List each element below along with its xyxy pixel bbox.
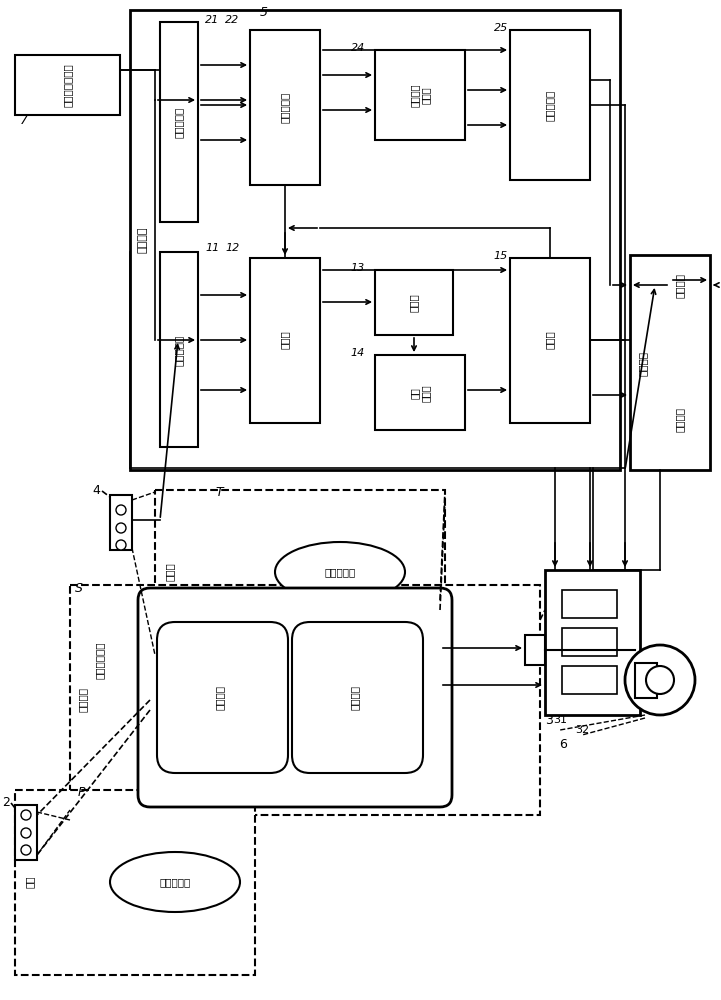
- Text: 操作指示: 操作指示: [675, 408, 685, 432]
- Text: 12: 12: [225, 243, 239, 253]
- Bar: [15, 805, 37, 860]
- Text: 初始
登記部: 初始 登記部: [410, 384, 431, 402]
- Ellipse shape: [110, 852, 240, 912]
- Text: 意思传達: 意思传達: [350, 684, 360, 710]
- Bar: [250, 30, 320, 185]
- Text: 24: 24: [350, 43, 365, 53]
- Circle shape: [116, 505, 126, 515]
- Bar: [510, 258, 590, 423]
- Text: 15: 15: [494, 251, 508, 261]
- Text: 輸入部: 輸入部: [280, 331, 290, 349]
- Bar: [178, 18, 610, 228]
- FancyBboxPatch shape: [292, 622, 423, 773]
- Text: 拣選設備: 拣選設備: [638, 351, 648, 375]
- Circle shape: [21, 845, 31, 855]
- Bar: [110, 495, 132, 550]
- Bar: [250, 258, 320, 423]
- Text: 13: 13: [350, 263, 365, 273]
- Text: 状態輸入部: 状態輸入部: [280, 91, 290, 123]
- Bar: [15, 790, 255, 975]
- Text: 31: 31: [553, 715, 567, 725]
- Circle shape: [21, 810, 31, 820]
- Text: P: P: [78, 786, 86, 800]
- Text: 校正部: 校正部: [409, 294, 419, 312]
- Text: 2: 2: [2, 796, 10, 808]
- Bar: [635, 663, 657, 698]
- Text: 托板: 托板: [25, 876, 35, 888]
- Bar: [70, 585, 540, 815]
- Text: 3: 3: [545, 714, 553, 726]
- Bar: [630, 255, 710, 470]
- Text: 6: 6: [559, 738, 567, 752]
- Text: 11: 11: [205, 243, 219, 253]
- Bar: [160, 252, 198, 447]
- Ellipse shape: [275, 542, 405, 602]
- Circle shape: [625, 645, 695, 715]
- Circle shape: [116, 523, 126, 533]
- Text: 4: 4: [92, 484, 100, 496]
- Text: 25: 25: [494, 23, 508, 33]
- Bar: [562, 590, 617, 618]
- Text: 操作空間: 操作空間: [78, 688, 88, 712]
- Text: 判断部: 判断部: [545, 331, 555, 349]
- Text: 状態判断部: 状態判断部: [545, 89, 555, 121]
- Bar: [545, 570, 640, 715]
- Text: 預置台: 預置台: [165, 563, 175, 581]
- Text: 7: 7: [20, 113, 28, 126]
- Bar: [375, 355, 465, 430]
- Bar: [510, 30, 590, 180]
- Text: T: T: [215, 486, 223, 498]
- Bar: [562, 628, 617, 656]
- Bar: [555, 580, 630, 705]
- Text: 物品的状態: 物品的状態: [324, 567, 355, 577]
- Text: 14: 14: [350, 348, 365, 358]
- Text: 動作処理部: 動作処理部: [174, 334, 184, 366]
- Text: 状態初始
登記部: 状態初始 登記部: [410, 83, 431, 107]
- Bar: [155, 490, 445, 655]
- Circle shape: [646, 666, 674, 694]
- Text: 22: 22: [225, 15, 239, 25]
- FancyBboxPatch shape: [138, 588, 452, 807]
- Text: S: S: [75, 582, 83, 594]
- Circle shape: [116, 540, 126, 550]
- Text: 簡単操作: 簡単操作: [215, 684, 225, 710]
- Bar: [375, 50, 465, 140]
- Circle shape: [21, 828, 31, 838]
- FancyBboxPatch shape: [157, 622, 288, 773]
- Bar: [525, 635, 545, 665]
- Bar: [15, 55, 120, 115]
- Bar: [160, 22, 198, 222]
- Text: 21: 21: [205, 15, 219, 25]
- Bar: [130, 10, 620, 470]
- Text: 感息传達: 感息传達: [675, 272, 685, 298]
- Text: 操作者的動作: 操作者的動作: [95, 641, 105, 679]
- Bar: [375, 270, 453, 335]
- Text: 5: 5: [260, 6, 268, 19]
- Text: 状態処理部: 状態処理部: [174, 106, 184, 138]
- Text: 控制裝置: 控制裝置: [138, 227, 148, 253]
- Text: 32: 32: [575, 725, 589, 735]
- Text: 登記用按鈕開關: 登記用按鈕開關: [63, 63, 73, 107]
- Bar: [562, 666, 617, 694]
- Bar: [178, 248, 610, 448]
- Text: 物品的状態: 物品的状態: [159, 877, 190, 887]
